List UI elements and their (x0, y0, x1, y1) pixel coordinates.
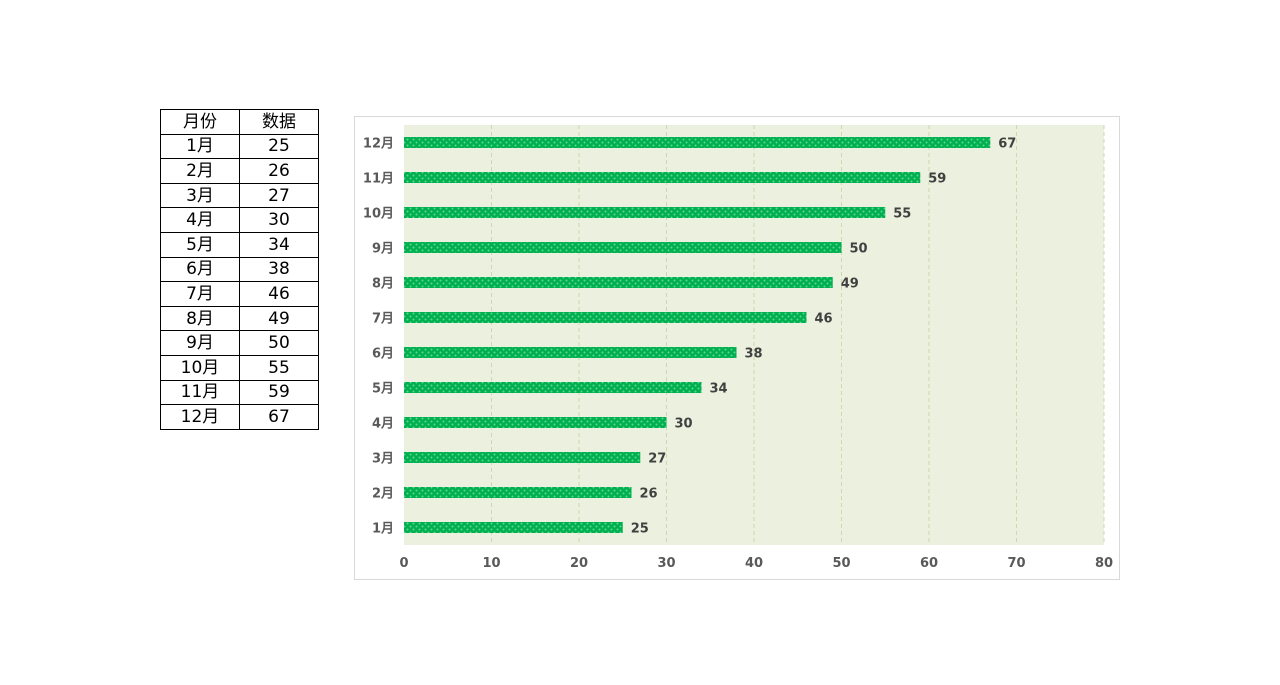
value-cell: 59 (239, 379, 319, 406)
table-row: 9月 50 (160, 330, 319, 356)
data-label: 46 (815, 312, 833, 327)
data-label: 26 (640, 487, 658, 502)
month-cell: 3月 (160, 182, 240, 209)
bar (404, 487, 632, 498)
table-header-row: 月份 数据 (160, 109, 319, 135)
table-row: 8月 49 (160, 305, 319, 332)
x-axis-tick-labels: 0 10 20 30 40 50 60 70 80 (399, 556, 1113, 571)
table-row: 6月 38 (160, 256, 319, 283)
month-cell: 9月 (160, 330, 240, 356)
bar (404, 382, 702, 393)
value-cell: 46 (239, 281, 319, 307)
table-row: 5月 34 (160, 231, 319, 258)
value-cell: 49 (239, 305, 319, 332)
category-label: 10月 (363, 207, 394, 222)
month-cell: 6月 (160, 256, 240, 283)
table-row: 4月 30 (160, 207, 319, 233)
data-label: 34 (710, 382, 728, 397)
bar (404, 452, 641, 463)
category-label: 7月 (372, 312, 394, 327)
bar (404, 277, 833, 288)
value-cell: 55 (239, 354, 319, 381)
category-label: 6月 (372, 347, 394, 362)
data-label: 67 (998, 137, 1016, 152)
month-cell: 10月 (160, 354, 240, 381)
value-cell: 27 (239, 182, 319, 209)
table-row: 1月 25 (160, 133, 319, 160)
value-cell: 50 (239, 330, 319, 356)
category-label: 1月 (372, 522, 394, 537)
x-tick-label: 20 (570, 556, 588, 571)
data-label: 27 (648, 452, 666, 467)
x-tick-label: 10 (482, 556, 500, 571)
month-cell: 11月 (160, 379, 240, 406)
x-tick-label: 80 (1095, 556, 1113, 571)
bar (404, 207, 886, 218)
month-cell: 12月 (160, 404, 240, 430)
data-label: 50 (850, 242, 868, 257)
bar (404, 172, 921, 183)
category-label: 2月 (372, 487, 394, 502)
bars (404, 137, 991, 533)
value-cell: 67 (239, 404, 319, 430)
column-header-value: 数据 (239, 109, 319, 135)
category-label: 11月 (363, 172, 394, 187)
data-label: 59 (928, 172, 946, 187)
table-row: 10月 55 (160, 354, 319, 381)
bar (404, 417, 667, 428)
data-label: 55 (893, 207, 911, 222)
data-label: 49 (841, 277, 859, 292)
data-table: 月份 数据 1月 25 2月 26 3月 27 4月 30 5月 34 6月 38 7月 46 8月 49 9月… (160, 109, 319, 430)
month-cell: 1月 (160, 133, 240, 160)
category-label: 9月 (372, 242, 394, 257)
x-tick-label: 30 (657, 556, 675, 571)
table-row: 12月 67 (160, 404, 319, 430)
table-row: 3月 27 (160, 182, 319, 209)
bar (404, 347, 737, 358)
data-label: 38 (745, 347, 763, 362)
data-label: 30 (675, 417, 693, 432)
bar (404, 242, 842, 253)
bar-chart: 1月 2月 3月 4月 5月 6月 7月 8月 9月 10月 11月 12月 0 10 20 30 40 50 6… (363, 125, 1113, 571)
category-label: 12月 (363, 137, 394, 152)
value-cell: 38 (239, 256, 319, 283)
x-tick-label: 60 (920, 556, 938, 571)
chart-area: 1月 2月 3月 4月 5月 6月 7月 8月 9月 10月 11月 12月 0 10 20 30 40 50 6… (354, 116, 1120, 580)
x-tick-label: 70 (1007, 556, 1025, 571)
month-cell: 5月 (160, 231, 240, 258)
category-label: 5月 (372, 382, 394, 397)
column-header-month: 月份 (160, 109, 240, 135)
value-cell: 34 (239, 231, 319, 258)
category-label: 4月 (372, 417, 394, 432)
category-label: 3月 (372, 452, 394, 467)
value-cell: 30 (239, 207, 319, 233)
table-body: 1月 25 2月 26 3月 27 4月 30 5月 34 6月 38 7月 46 8月 49 9月 50 10月 5… (160, 133, 319, 430)
month-cell: 8月 (160, 305, 240, 332)
value-cell: 25 (239, 133, 319, 160)
table-row: 2月 26 (160, 158, 319, 184)
x-tick-label: 0 (399, 556, 408, 571)
x-tick-label: 50 (832, 556, 850, 571)
bar (404, 137, 991, 148)
table-row: 7月 46 (160, 281, 319, 307)
month-cell: 4月 (160, 207, 240, 233)
category-labels: 1月 2月 3月 4月 5月 6月 7月 8月 9月 10月 11月 12月 (363, 137, 394, 537)
category-label: 8月 (372, 277, 394, 292)
month-cell: 2月 (160, 158, 240, 184)
data-labels: 25 26 27 30 34 38 46 49 50 55 59 67 (631, 137, 1017, 537)
gridlines (491, 125, 1105, 545)
value-cell: 26 (239, 158, 319, 184)
bar (404, 312, 807, 323)
data-label: 25 (631, 522, 649, 537)
month-cell: 7月 (160, 281, 240, 307)
table-row: 11月 59 (160, 379, 319, 406)
bar (404, 522, 623, 533)
x-tick-label: 40 (745, 556, 763, 571)
